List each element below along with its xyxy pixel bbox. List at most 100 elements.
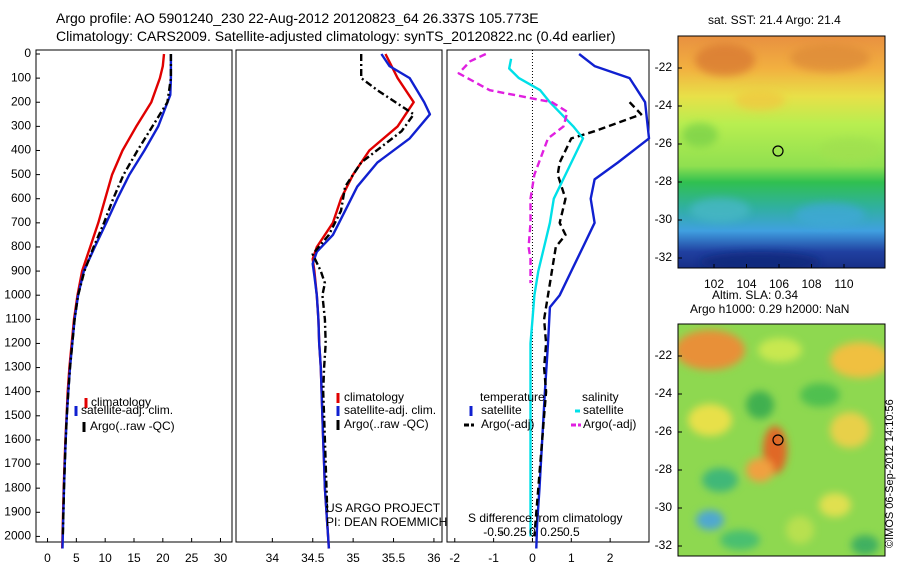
depth-tick-label: 1100 <box>5 311 31 325</box>
legend-label-satellite: satellite-adj. clim. <box>344 403 436 417</box>
depth-tick-label: 1300 <box>4 360 31 374</box>
sla-map-title-line1: Altim. SLA: 0.34 <box>712 288 798 302</box>
map-x-tick-label: 106 <box>769 277 789 291</box>
sst-map: sat. SST: 21.4 Argo: 21.4 -22 -24 -26 -28 -3… <box>655 13 886 291</box>
map-y-tick-label: -30 <box>655 500 673 514</box>
map-y-tick-label: -24 <box>655 386 673 400</box>
depth-tick-label: 1600 <box>4 432 31 446</box>
depth-tick-label: 1800 <box>4 480 31 494</box>
depth-tick-label: 600 <box>11 191 31 205</box>
series-line-argo-raw-qc- <box>61 54 173 537</box>
map-y-tick-label: -30 <box>655 212 673 226</box>
x-tick-label-temperature: -1 <box>488 551 499 565</box>
legend-label-satellite: satellite-adj. clim. <box>81 403 173 417</box>
x-tick-label-temperature: 2 <box>607 551 614 565</box>
x-tick-label: 5 <box>73 551 80 565</box>
x-tick-label-temperature: 0 <box>529 551 536 565</box>
depth-tick-label: 500 <box>11 167 31 181</box>
series-line-argo-adj-salinity- <box>457 52 569 284</box>
map-x-tick-label: 110 <box>834 277 853 291</box>
series-line-satellite-adj-clim- <box>311 53 432 549</box>
map-y-tick-label: -26 <box>655 136 673 150</box>
legend-label-sal-satellite: satellite <box>583 403 624 417</box>
depth-tick-label: 2000 <box>4 529 31 543</box>
x-tick-label-salinity: -0.25 <box>499 525 527 539</box>
x-tick-label-salinity: 0.25 <box>540 525 564 539</box>
depth-tick-label: 700 <box>11 215 31 229</box>
difference-panel-frame <box>446 49 650 543</box>
salinity-plot: 34 34.5 35 35.5 36 <box>266 53 441 565</box>
legend-label-argo: Argo(..raw -QC) <box>344 417 429 431</box>
temperature-legend: climatology satellite-adj. clim. Argo(..… <box>74 395 175 433</box>
depth-tick-label: 900 <box>11 263 31 277</box>
depth-tick-label: 400 <box>11 143 31 157</box>
map-y-tick-label: -26 <box>655 424 673 438</box>
depth-tick-label: 1500 <box>4 408 31 422</box>
map-y-tick-label: -22 <box>655 348 673 362</box>
map-y-tick-label: -28 <box>655 462 673 476</box>
x-tick-label: 15 <box>127 551 141 565</box>
pi-label: PI: DEAN ROEMMICH <box>326 515 447 529</box>
temperature-plot: 0 5 10 15 20 25 30 <box>44 53 228 565</box>
depth-tick-label: 1900 <box>4 504 31 518</box>
x-tick-label-salinity: 0.5 <box>563 525 580 539</box>
sla-map: Altim. SLA: 0.34 Argo h1000: 0.29 h2000:… <box>655 288 886 557</box>
x-tick-label: 20 <box>156 551 170 565</box>
x-tick-label-salinity: -0.5 <box>483 525 504 539</box>
legend-label-sal-argo: Argo(-adj) <box>583 417 636 431</box>
legend-label-temp-satellite: satellite <box>481 403 522 417</box>
x-tick-label: 35 <box>346 551 360 565</box>
depth-tick-label: 1000 <box>4 287 31 301</box>
salinity-panel-frame <box>235 49 443 543</box>
x-tick-label-salinity: 0 <box>529 525 536 539</box>
difference-legend: temperature satellite Argo(-adj) salinit… <box>464 390 636 525</box>
x-tick-label: 34.5 <box>301 551 325 565</box>
map-y-tick-label: -28 <box>655 174 673 188</box>
sla-map-float-marker <box>772 434 784 446</box>
depth-tick-label: 1400 <box>4 384 31 398</box>
depth-axis: 0 100 200 300 400 500 600 700 800 900 1000 1100 1200… <box>4 46 40 543</box>
depth-tick-label: 0 <box>24 46 31 60</box>
legend-label-climatology: climatology <box>91 395 151 409</box>
x-tick-label: 34 <box>266 551 280 565</box>
legend-label-argo: Argo(..raw -QC) <box>90 419 175 433</box>
x-tick-label: 36 <box>427 551 441 565</box>
map-y-tick-label: -32 <box>655 538 673 552</box>
salinity-legend: climatology satellite-adj. clim. Argo(..… <box>326 390 447 529</box>
x-tick-label: 0 <box>44 551 51 565</box>
x-tick-label: 30 <box>214 551 228 565</box>
sst-map-float-marker <box>772 145 784 157</box>
legend-heading-salinity: salinity <box>582 390 619 404</box>
imos-stamp: ©IMOS 06-Sep-2012 14:10:56 <box>884 399 896 548</box>
depth-tick-label: 1200 <box>4 336 31 350</box>
x-tick-label-temperature: -2 <box>449 551 460 565</box>
x-tick-label: 35.5 <box>382 551 406 565</box>
depth-tick-label: 800 <box>11 239 31 253</box>
legend-label-temp-argo: Argo(-adj) <box>481 417 534 431</box>
map-x-tick-label: 108 <box>801 277 821 291</box>
sla-map-title-line2: Argo h1000: 0.29 h2000: NaN <box>690 302 849 316</box>
x-tick-label: 10 <box>98 551 112 565</box>
map-y-tick-label: -24 <box>655 98 673 112</box>
x-tick-label-temperature: 1 <box>568 551 575 565</box>
project-label: US ARGO PROJECT <box>326 501 441 515</box>
map-x-tick-label: 104 <box>736 277 756 291</box>
x-tick-label: 25 <box>185 551 199 565</box>
map-y-tick-label: -32 <box>655 250 673 264</box>
series-line-satellite-salinity- <box>508 58 585 537</box>
sst-map-title: sat. SST: 21.4 Argo: 21.4 <box>708 13 841 27</box>
difference-plot: -2 -1 0 1 2 -0.5-0.25 0 0.25 0.5 <box>449 50 651 565</box>
depth-tick-label: 100 <box>11 70 31 84</box>
series-line-satellite-adj-clim- <box>61 54 173 549</box>
legend-heading-temperature: temperature <box>480 390 545 404</box>
series-line-climatology <box>311 53 415 549</box>
depth-tick-label: 300 <box>11 119 31 133</box>
depth-tick-label: 1700 <box>4 456 31 470</box>
difference-xlabel: S difference from climatology <box>468 511 623 525</box>
map-x-tick-label: 102 <box>704 277 724 291</box>
map-y-tick-label: -22 <box>655 60 673 74</box>
legend-label-climatology: climatology <box>344 390 404 404</box>
figure-title-line1: Argo profile: AO 5901240_230 22-Aug-2012… <box>56 10 539 26</box>
